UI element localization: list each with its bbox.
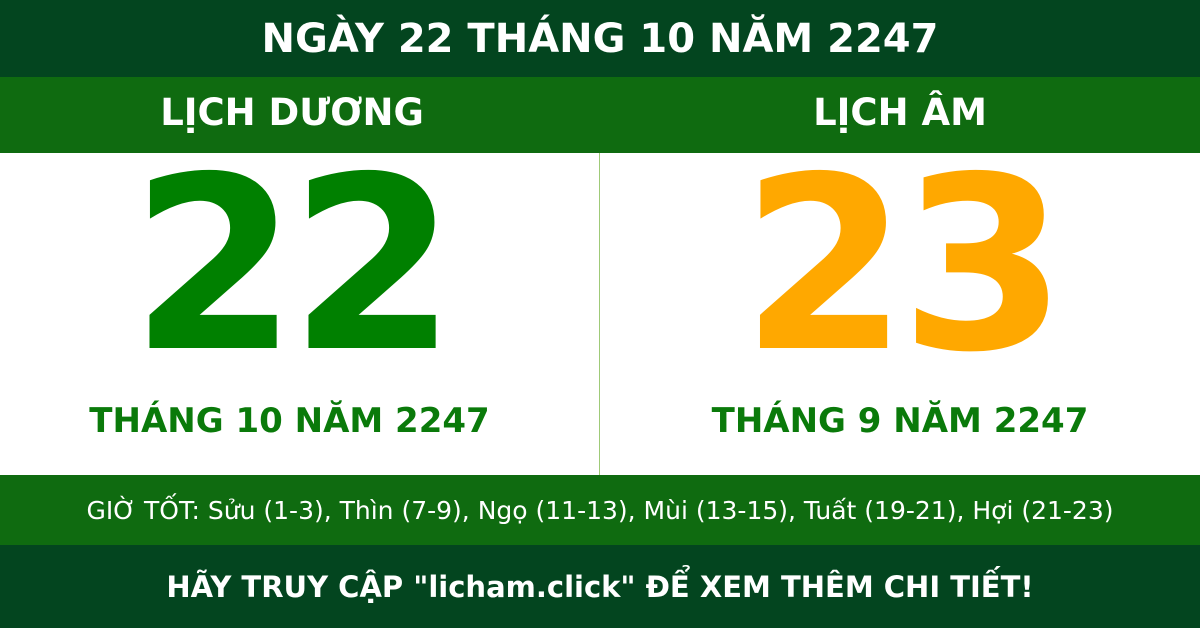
- lunar-panel: 23 THÁNG 9 NĂM 2247: [600, 145, 1200, 475]
- lunar-calendar-label: LỊCH ÂM: [813, 90, 987, 134]
- lunar-day: 23: [741, 125, 1067, 405]
- calendar-headers: LỊCH DƯƠNG LỊCH ÂM: [0, 77, 1200, 153]
- solar-month-year: THÁNG 10 NĂM 2247: [89, 401, 490, 441]
- calendar-body: 22 THÁNG 10 NĂM 2247 23 THÁNG 9 NĂM 2247: [0, 145, 1200, 475]
- solar-day: 22: [130, 125, 457, 405]
- page-title: NGÀY 22 THÁNG 10 NĂM 2247: [0, 0, 1200, 77]
- solar-calendar-label: LỊCH DƯƠNG: [160, 90, 424, 134]
- solar-panel: 22 THÁNG 10 NĂM 2247: [0, 145, 600, 475]
- footer-cta: HÃY TRUY CẬP "licham.click" ĐỂ XEM THÊM …: [0, 545, 1200, 628]
- lunar-month-year: THÁNG 9 NĂM 2247: [711, 401, 1089, 441]
- good-hours: GIỜ TỐT: Sửu (1-3), Thìn (7-9), Ngọ (11-…: [0, 475, 1200, 545]
